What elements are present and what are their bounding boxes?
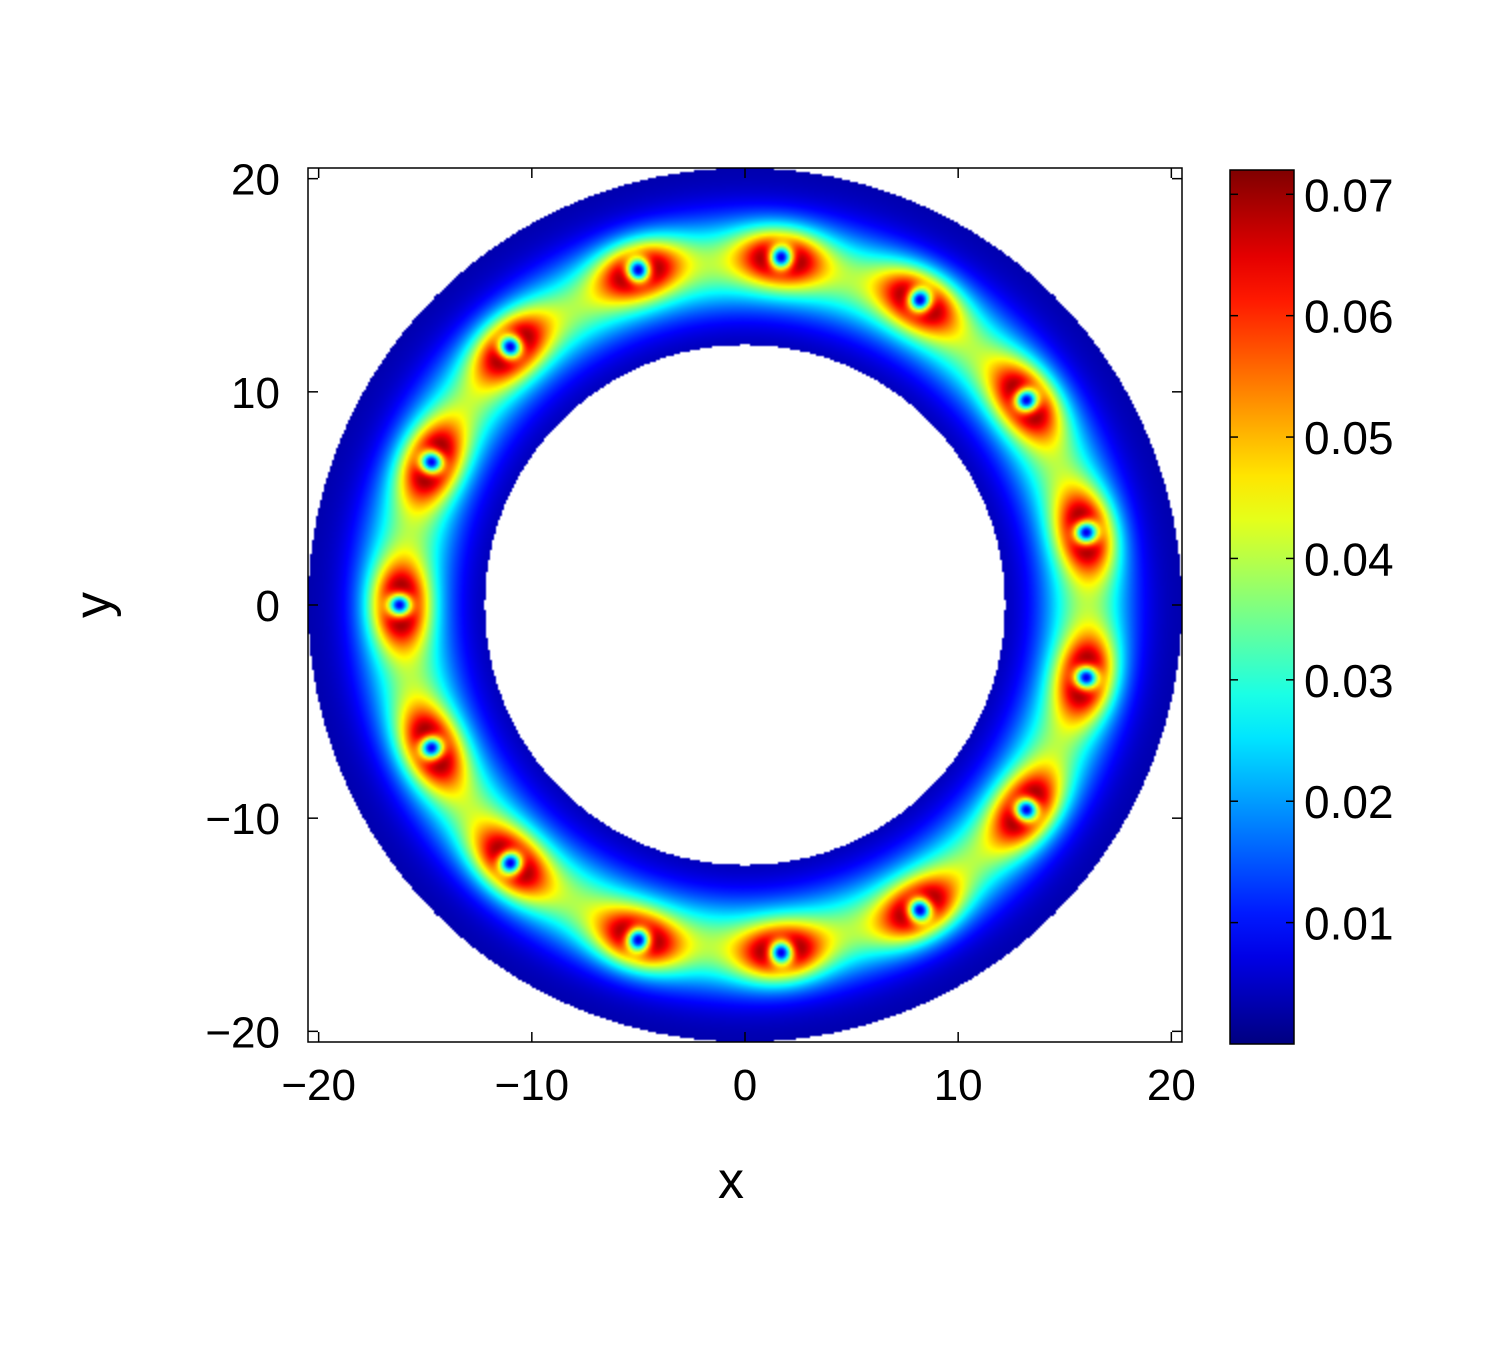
x-tick-label: −10 — [495, 1061, 570, 1110]
colorbar-tick-label: 0.02 — [1304, 776, 1394, 828]
x-tick-label: 10 — [934, 1061, 983, 1110]
y-axis-label: y — [64, 592, 122, 618]
y-tick-label: 0 — [256, 582, 280, 631]
x-axis-label: x — [718, 1152, 744, 1210]
x-tick-label: 20 — [1147, 1061, 1196, 1110]
x-tick-label: −20 — [281, 1061, 356, 1110]
y-axis-ticks: −20 −10 0 10 20 — [205, 156, 1182, 1057]
colorbar-tick-label: 0.04 — [1304, 533, 1394, 585]
x-tick-label: 0 — [733, 1061, 757, 1110]
colorbar-tick-label: 0.03 — [1304, 655, 1394, 707]
y-tick-label: 10 — [231, 369, 280, 418]
colorbar-ticks: 0.01 0.02 0.03 0.04 0.05 0.06 0.07 — [1230, 169, 1394, 950]
colorbar-tick-label: 0.07 — [1304, 169, 1394, 221]
y-tick-label: −10 — [205, 795, 280, 844]
colorbar-tick-label: 0.01 — [1304, 898, 1394, 950]
plot-area — [307, 167, 1183, 1043]
colorbar: 0.01 0.02 0.03 0.04 0.05 0.06 0.07 — [1229, 169, 1394, 1045]
colorbar-frame — [1229, 169, 1295, 1045]
density-heatmap — [308, 168, 1182, 1042]
colorbar-tick-label: 0.06 — [1304, 291, 1394, 343]
colorbar-tick-label: 0.05 — [1304, 412, 1394, 464]
x-axis-ticks: −20 −10 0 10 20 — [281, 168, 1196, 1110]
colorbar-gradient — [1230, 170, 1294, 1044]
y-tick-label: −20 — [205, 1008, 280, 1057]
y-tick-label: 20 — [231, 156, 280, 205]
